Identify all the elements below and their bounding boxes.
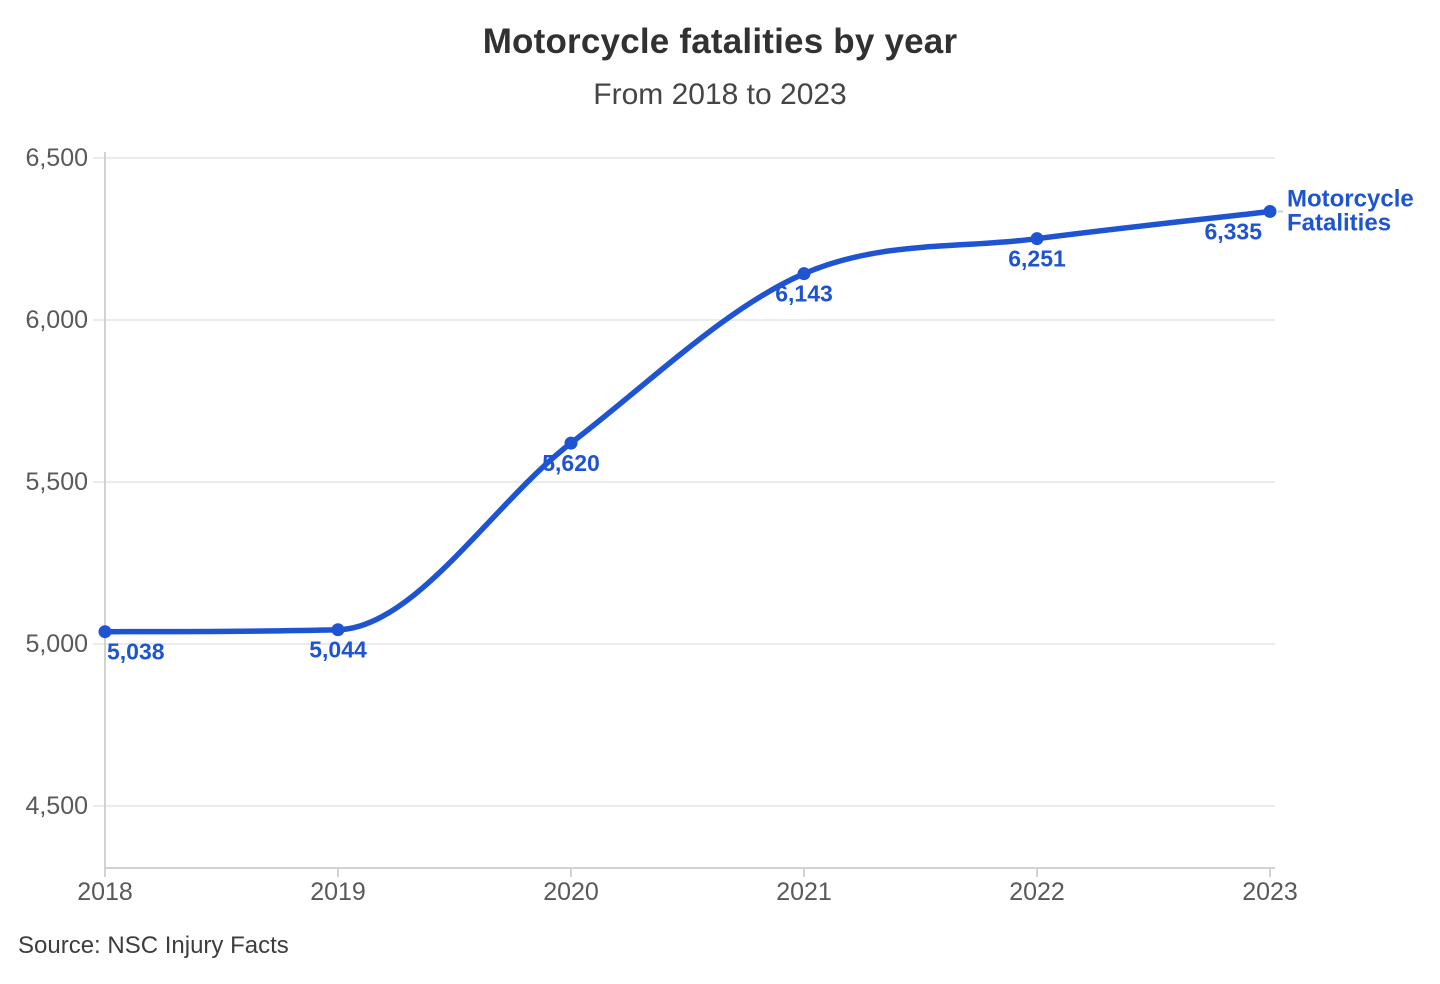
x-axis-label: 2018 (77, 878, 133, 906)
data-point-label: 6,143 (775, 281, 833, 307)
chart-header: Motorcycle fatalities by year From 2018 … (0, 0, 1440, 112)
data-point (564, 436, 578, 450)
data-point-label: 5,044 (309, 637, 367, 663)
y-axis-label: 4,500 (25, 792, 88, 820)
chart-subtitle: From 2018 to 2023 (593, 78, 847, 111)
data-point-label: 6,251 (1008, 246, 1066, 272)
y-axis-label: 5,500 (25, 468, 88, 496)
trend-line (102, 208, 1273, 635)
series-legend-label: Motorcycle Fatalities (1287, 185, 1414, 236)
chart-title: Motorcycle fatalities by year (482, 22, 958, 61)
data-point-label: 5,038 (107, 639, 165, 665)
x-axis-label: 2020 (543, 878, 599, 906)
source-note: Source: NSC Injury Facts (18, 932, 289, 959)
data-point (1030, 232, 1044, 246)
data-point (797, 267, 811, 281)
data-point-label: 5,620 (542, 450, 600, 476)
data-point (1263, 204, 1277, 218)
y-axis-label: 5,000 (25, 630, 88, 658)
x-axis-label: 2019 (310, 878, 366, 906)
x-axis-label: 2023 (1242, 878, 1298, 906)
y-axis-label: 6,500 (25, 144, 88, 172)
y-axis-label: 6,000 (25, 306, 88, 334)
data-point-label: 6,335 (1204, 218, 1262, 244)
data-point (98, 625, 112, 639)
x-axis-label: 2022 (1009, 878, 1065, 906)
data-point (331, 623, 345, 637)
x-axis-label: 2021 (776, 878, 832, 906)
